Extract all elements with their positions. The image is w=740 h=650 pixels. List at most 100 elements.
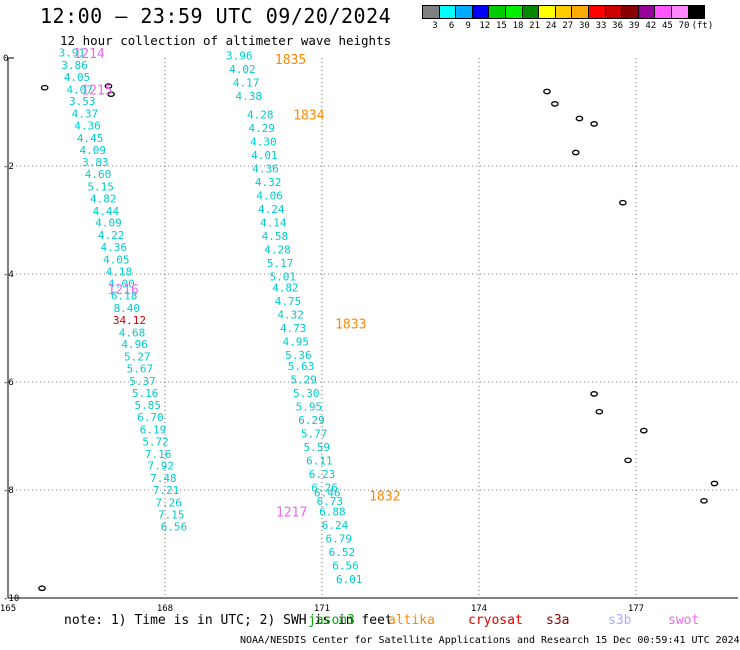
- pass-time-label: 1215: [81, 83, 112, 98]
- credit-footer: NOAA/NESDIS Center for Satellite Applica…: [240, 635, 740, 646]
- map-title: 12:00 — 23:59 UTC 09/20/2024: [40, 4, 392, 28]
- pass-time-label: 1833: [335, 318, 366, 333]
- color-scale-label: 45: [661, 21, 673, 31]
- wave-height-value: 4.06: [256, 190, 283, 203]
- island-outline: [571, 149, 580, 156]
- color-scale-label: 6: [448, 21, 455, 31]
- legend-swot: swot: [668, 613, 700, 628]
- color-scale-label: 15: [495, 21, 507, 31]
- wave-height-value: 4.38: [235, 90, 262, 103]
- wave-height-value: 4.73: [280, 322, 307, 335]
- color-scale-bar: [422, 5, 706, 19]
- island-outline: [639, 427, 648, 434]
- color-scale-label: 18: [512, 21, 524, 31]
- color-scale-label: 24: [545, 21, 557, 31]
- wave-height-value: 3.53: [69, 95, 96, 108]
- island-outline: [550, 101, 559, 107]
- longitude-tick-label: 171: [314, 604, 330, 614]
- wave-height-value: 6.26: [311, 481, 338, 494]
- color-scale-label: 12: [479, 21, 491, 31]
- latitude-tick-label: -10: [3, 594, 19, 604]
- wave-height-value: 4.45: [77, 132, 104, 145]
- island-outline: [40, 84, 49, 91]
- wave-height-value: 4.09: [80, 144, 107, 157]
- legend-altika: altika: [388, 613, 435, 628]
- wave-height-value: 4.00: [108, 278, 135, 291]
- wave-height-value: 6.56: [161, 521, 188, 534]
- wave-height-value: 4.68: [119, 326, 146, 339]
- color-scale-label: 36: [612, 21, 624, 31]
- wave-height-value: 4.44: [93, 205, 120, 218]
- pass-time-label: 1216: [107, 283, 138, 298]
- wave-height-value: 4.17: [233, 76, 260, 89]
- wave-height-value: 6.52: [329, 546, 356, 559]
- wave-height-value: 6.79: [325, 533, 352, 546]
- wave-height-value: 6.70: [137, 411, 164, 424]
- wave-height-value: 3.96: [226, 49, 253, 62]
- wave-height-value: 4.36: [100, 241, 127, 254]
- wave-height-value: 5.85: [134, 399, 161, 412]
- wave-height-value: 7.48: [150, 472, 177, 485]
- wave-height-value: 4.05: [103, 253, 130, 266]
- legend-jason3: jason3: [308, 613, 355, 628]
- wave-height-value: 5.72: [142, 435, 169, 448]
- pass-time-label: 1214: [73, 47, 104, 62]
- pass-time-label: 1832: [369, 489, 400, 504]
- wave-height-value: 4.28: [247, 109, 274, 122]
- wave-height-value: 5.01: [269, 271, 296, 284]
- wave-height-value: 4.36: [252, 163, 279, 176]
- color-scale-label: 30: [578, 21, 590, 31]
- island-outline: [595, 408, 604, 415]
- island-outline: [619, 199, 627, 206]
- wave-height-value: 3.91: [59, 47, 86, 60]
- color-scale-label: 33: [595, 21, 607, 31]
- wave-height-value: 4.14: [260, 217, 287, 230]
- island-outline: [543, 88, 551, 95]
- legend-cryosat: cryosat: [468, 613, 523, 628]
- wave-height-value: 8.40: [114, 302, 141, 315]
- wave-height-value: 4.37: [72, 108, 99, 121]
- wave-height-value: 6.46: [314, 487, 341, 500]
- wave-height-value: 7.92: [148, 460, 175, 473]
- wave-height-value: 4.02: [229, 63, 256, 76]
- wave-height-value: 5.17: [267, 257, 294, 270]
- wave-height-value: 6.23: [309, 468, 336, 481]
- legend-s3a: s3a: [546, 613, 570, 628]
- color-scale-label: 39: [628, 21, 640, 31]
- wave-height-value: 5.15: [87, 181, 114, 194]
- wave-height-value: 4.24: [258, 203, 285, 216]
- wave-height-value: 3.83: [82, 156, 109, 169]
- color-swatch: [687, 5, 706, 19]
- wave-height-value: 5.63: [288, 360, 315, 373]
- map-subtitle: 12 hour collection of altimeter wave hei…: [60, 33, 392, 48]
- island-outline: [590, 391, 598, 397]
- wave-height-value: 4.36: [74, 120, 101, 133]
- latitude-tick-label: 0: [3, 54, 8, 64]
- wave-height-value: 4.07: [66, 83, 93, 96]
- pass-time-label: 1835: [275, 53, 306, 68]
- island-outline: [624, 457, 632, 464]
- island-outline: [107, 91, 115, 98]
- longitude-tick-label: 168: [157, 604, 173, 614]
- wave-height-value: 6.18: [111, 290, 138, 303]
- pass-time-label: 1217: [276, 506, 307, 521]
- wave-height-value: 4.05: [64, 71, 91, 84]
- wave-height-value: 7.26: [155, 496, 182, 509]
- wave-height-value: 5.59: [303, 441, 330, 454]
- wave-height-value: 4.60: [85, 168, 112, 181]
- wave-height-value: 4.29: [249, 122, 276, 135]
- wave-height-value: 5.16: [132, 387, 159, 400]
- wave-height-value: 4.95: [283, 336, 310, 349]
- wave-height-value: 7.16: [145, 448, 172, 461]
- wave-height-value: 4.28: [264, 244, 291, 257]
- island-outline: [590, 121, 598, 127]
- wave-height-value: 4.01: [251, 149, 278, 162]
- wave-height-value: 6.19: [140, 424, 167, 437]
- color-scale-label: 21: [529, 21, 541, 31]
- wave-height-value: 4.32: [277, 309, 304, 322]
- wave-height-value: 6.01: [336, 573, 363, 586]
- wave-height-value: 4.30: [250, 136, 277, 149]
- wave-height-value: 6.29: [298, 414, 325, 427]
- wave-height-value: 4.58: [262, 230, 289, 243]
